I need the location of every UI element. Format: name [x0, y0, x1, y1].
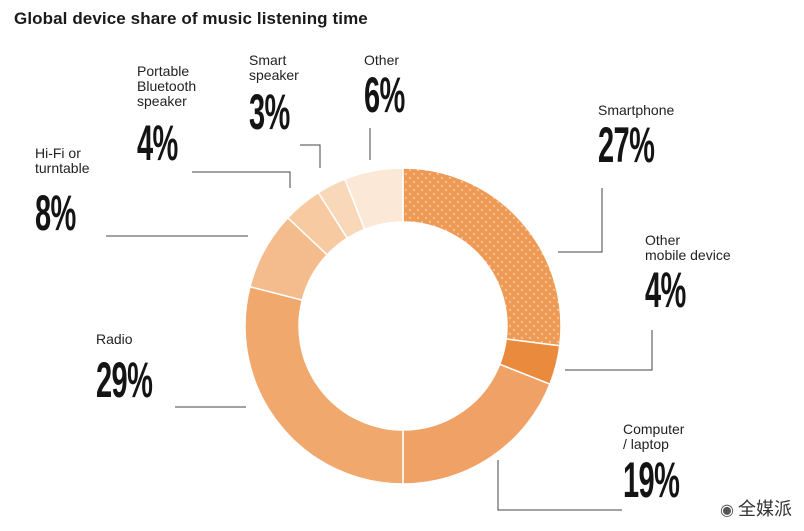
slice-7: [343, 167, 404, 231]
slice-label-5: Portable Bluetooth speaker: [137, 63, 197, 109]
slice-value-7: 6%: [364, 67, 405, 123]
slice-value-3: 29%: [96, 352, 153, 408]
chart-title: Global device share of music listening t…: [14, 9, 368, 28]
leader-line-6: [300, 144, 321, 168]
slice-value-6: 3%: [249, 84, 290, 140]
leader-line-0: [558, 188, 603, 253]
slice-label-2: Computer / laptop: [623, 421, 685, 452]
slice-value-0: 27%: [598, 117, 655, 173]
slice-label-1: Other mobile device: [645, 232, 731, 263]
slice-label-6: Smart speaker: [249, 52, 299, 83]
slice-label-3: Radio: [96, 331, 133, 347]
slice-value-1: 4%: [645, 262, 686, 318]
slice-3: [244, 285, 404, 485]
slice-0: [402, 167, 562, 347]
slice-label-7: Other: [364, 52, 400, 68]
leader-line-2: [497, 460, 622, 511]
watermark-text: 全媒派: [738, 499, 792, 519]
slice-value-4: 8%: [35, 185, 76, 241]
slice-value-5: 4%: [137, 115, 178, 171]
slice-label-0: Smartphone: [598, 102, 675, 118]
leader-line-1: [565, 330, 653, 371]
leader-line-5: [192, 171, 291, 188]
slice-2: [402, 363, 551, 485]
slice-label-4: Hi-Fi or turntable: [35, 145, 90, 176]
slice-value-2: 19%: [623, 452, 680, 508]
wechat-icon: ◉: [720, 502, 734, 519]
watermark: ◉ 全媒派: [720, 495, 792, 521]
